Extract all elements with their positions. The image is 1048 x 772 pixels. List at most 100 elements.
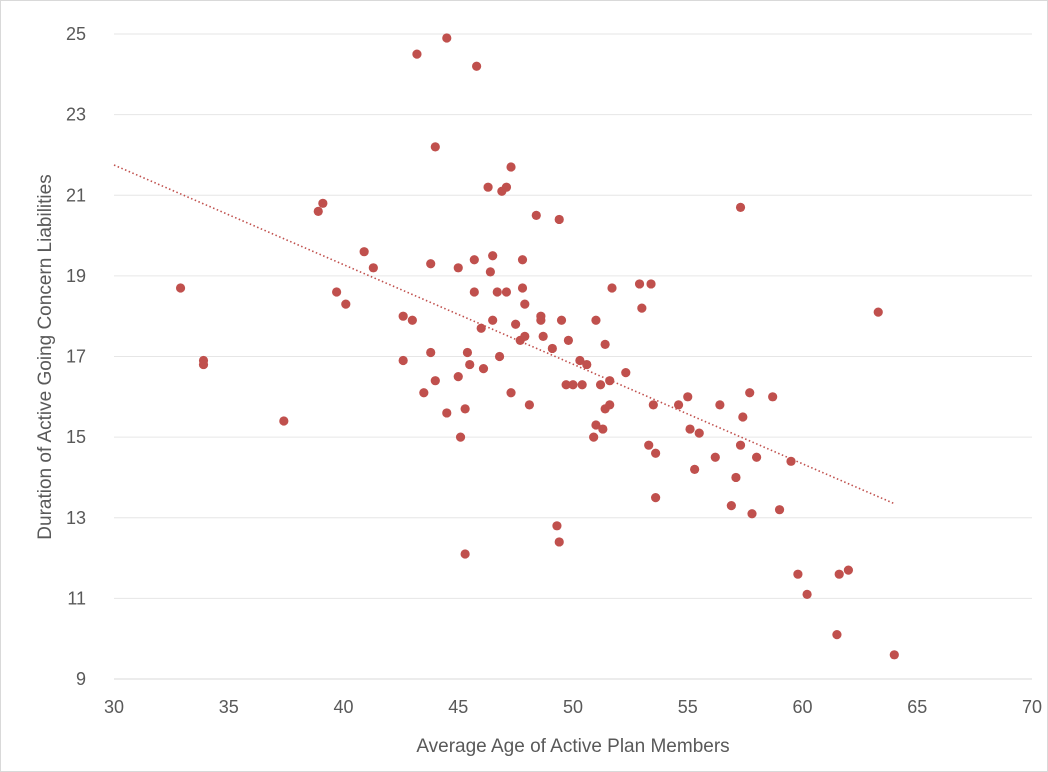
y-tick-label: 13 (66, 508, 86, 528)
data-point (600, 339, 610, 350)
data-point (476, 323, 486, 333)
data-point (494, 351, 505, 362)
data-point (646, 279, 656, 289)
data-point (598, 424, 608, 434)
data-point (511, 319, 521, 329)
data-point (460, 404, 470, 414)
gridlines (114, 33, 1032, 680)
data-point (453, 372, 463, 382)
y-tick-label: 17 (66, 347, 86, 367)
data-point (554, 214, 564, 225)
data-point (531, 210, 541, 221)
x-tick-label: 35 (219, 697, 239, 717)
data-point (506, 388, 516, 398)
data-point (524, 400, 534, 410)
data-point (517, 255, 528, 265)
data-point (442, 408, 452, 418)
data-point (745, 388, 755, 398)
data-point (412, 49, 422, 59)
data-point (554, 537, 564, 547)
data-point (442, 33, 452, 43)
data-point (595, 380, 606, 390)
data-point (501, 287, 512, 297)
data-point (398, 311, 408, 321)
data-point (407, 315, 417, 325)
data-point (469, 287, 479, 297)
x-tick-label: 55 (678, 697, 698, 717)
y-tick-label: 25 (66, 24, 86, 44)
data-point (726, 501, 736, 511)
data-point (332, 287, 342, 297)
data-point (398, 355, 408, 366)
data-point (577, 380, 587, 390)
data-point (368, 263, 378, 273)
data-point (517, 283, 528, 293)
x-tick-label: 30 (104, 697, 124, 717)
data-point (472, 61, 482, 71)
data-point (198, 359, 209, 370)
data-point (621, 368, 631, 378)
data-point (359, 247, 369, 257)
data-point (651, 492, 661, 503)
data-point (547, 343, 557, 354)
data-point (793, 569, 803, 579)
data-point (465, 359, 475, 370)
y-tick-label: 19 (66, 266, 86, 286)
data-point (460, 549, 470, 559)
trendline-group (113, 164, 895, 505)
data-point (536, 311, 546, 321)
data-point (731, 472, 741, 483)
data-point (843, 565, 854, 575)
data-point (683, 392, 693, 402)
x-tick-label: 60 (792, 697, 812, 717)
data-point (488, 251, 498, 261)
data-point (710, 452, 720, 462)
data-point (506, 162, 516, 172)
data-point (552, 521, 562, 531)
data-point (175, 283, 186, 293)
data-point (648, 400, 658, 410)
data-point (752, 452, 762, 462)
data-point (735, 440, 746, 450)
data-point (605, 376, 615, 386)
data-point (455, 432, 466, 442)
data-point (607, 283, 617, 293)
data-point (634, 279, 645, 289)
data-point (478, 363, 489, 374)
x-axis-title: Average Age of Active Plan Members (416, 736, 729, 757)
data-point (501, 182, 512, 192)
y-tick-label: 9 (76, 669, 86, 689)
data-point (690, 464, 700, 474)
data-point (873, 307, 883, 317)
data-point (738, 412, 748, 422)
data-point (488, 315, 498, 325)
data-point (651, 448, 661, 458)
data-point (430, 142, 440, 152)
data-point (673, 400, 684, 410)
data-point (774, 505, 785, 515)
data-point (768, 392, 778, 402)
data-point (786, 456, 796, 466)
data-point (802, 589, 812, 599)
data-point (832, 630, 842, 640)
y-tick-label: 23 (66, 105, 86, 125)
data-point (834, 569, 844, 579)
x-tick-label: 45 (448, 697, 468, 717)
data-point (538, 331, 548, 341)
data-point (582, 359, 592, 370)
data-point (889, 650, 899, 660)
x-tick-label: 65 (907, 697, 927, 717)
data-points (175, 33, 899, 660)
data-point (575, 355, 585, 366)
y-tick-labels: 9 11 13 15 17 19 21 23 25 (66, 24, 86, 689)
data-point (419, 388, 429, 398)
data-point (318, 198, 328, 208)
data-point (561, 380, 571, 390)
data-point (589, 432, 599, 442)
y-tick-label: 15 (66, 427, 86, 447)
data-point (747, 509, 757, 519)
data-point (685, 424, 695, 434)
data-point (563, 335, 574, 345)
